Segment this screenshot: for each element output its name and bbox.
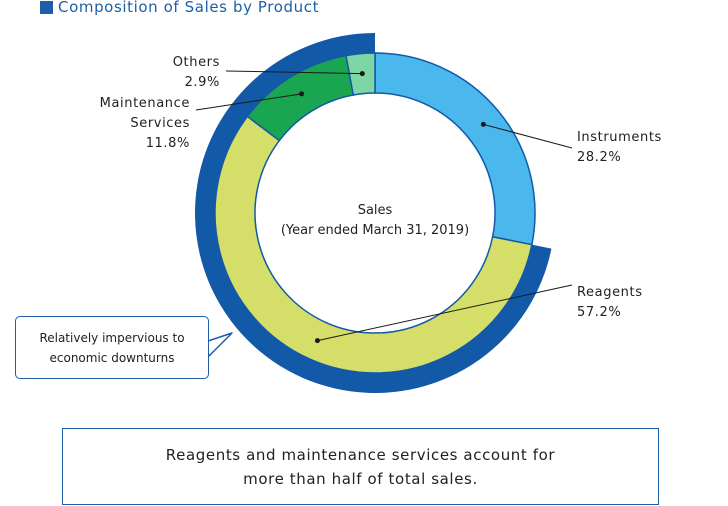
label-others: Others 2.9% xyxy=(173,53,220,93)
label-reagents-name: Reagents xyxy=(577,285,643,300)
label-others-pct: 2.9% xyxy=(184,75,220,90)
leader-line-maintenance-services xyxy=(195,93,302,111)
chart-title: Composition of Sales by Product xyxy=(40,0,319,16)
label-reagents-pct: 57.2% xyxy=(577,305,622,320)
callout-line2: economic downturns xyxy=(49,350,175,365)
summary-line2: more than half of total sales. xyxy=(243,469,478,488)
leader-line-instruments xyxy=(483,123,573,149)
slice-reagents xyxy=(214,115,533,374)
chart-title-text: Composition of Sales by Product xyxy=(58,0,320,16)
label-reagents: Reagents 57.2% xyxy=(577,283,643,323)
label-instruments-name: Instruments xyxy=(577,130,662,145)
label-instruments-pct: 28.2% xyxy=(577,150,622,165)
summary-line1: Reagents and maintenance services accoun… xyxy=(165,445,556,464)
leader-dot-others xyxy=(359,71,365,77)
leader-line-reagents xyxy=(317,284,573,342)
leader-dot-instruments xyxy=(480,121,486,127)
label-maintenance-pct: 11.8% xyxy=(145,136,190,151)
callout-line1: Relatively impervious to xyxy=(39,330,185,345)
label-maintenance-line2: Services xyxy=(130,116,190,131)
label-others-name: Others xyxy=(172,55,220,70)
label-maintenance: Maintenance Services 11.8% xyxy=(100,94,190,154)
callout-tail xyxy=(204,332,233,357)
title-square-icon xyxy=(40,0,53,14)
leader-dot-reagents xyxy=(314,338,320,344)
leader-dot-maintenance-services xyxy=(299,91,305,97)
center-label-line1: Sales xyxy=(357,203,393,218)
summary-box: Reagents and maintenance services accoun… xyxy=(62,428,659,505)
label-maintenance-line1: Maintenance xyxy=(99,96,190,111)
center-label-line2: (Year ended March 31, 2019) xyxy=(280,223,470,238)
label-instruments: Instruments 28.2% xyxy=(577,128,662,168)
leader-line-others xyxy=(225,70,363,75)
callout-box: Relatively impervious to economic downtu… xyxy=(15,316,209,379)
donut-center-label: Sales (Year ended March 31, 2019) xyxy=(265,201,485,241)
